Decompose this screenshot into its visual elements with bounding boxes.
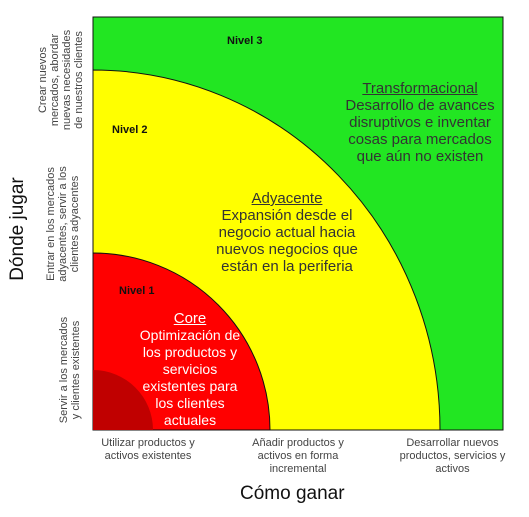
core-desc-line: Optimización de [139,327,241,343]
y-label-line: Servir a los mercados [58,316,70,424]
y-axis-label-top: Crear nuevos mercados, abordar nuevas ne… [37,20,93,140]
x-label-line: Utilizar productos y [101,437,195,449]
y-label-line: mercados, abordar [49,33,61,127]
x-axis-label-middle: Añadir productos y activos en forma incr… [238,437,358,476]
x-axis-title: Cómo ganar [240,483,345,504]
y-label-line: Crear nuevos [37,46,49,114]
x-label-line: Desarrollar nuevos [406,437,499,449]
x-label-line: activos existentes [104,450,192,462]
core-title: Core [173,310,207,327]
level-3-label: Nivel 3 [227,35,263,47]
x-label-line: productos, servicios y [399,450,506,462]
x-label-line: activos [435,463,470,475]
core-block: Core Optimización de los productos y ser… [120,310,260,429]
transformacional-title: Transformacional [362,80,478,97]
transformacional-block: Transformacional Desarrollo de avances d… [340,80,500,165]
adyacente-desc-line: están en la periferia [221,258,353,275]
y-label-line: nuevas necesidades [61,29,73,131]
y-axis-label-bottom: Servir a los mercados y clientes existen… [58,310,86,430]
core-desc-line: actuales [163,412,217,428]
core-desc-line: los productos y [142,344,238,360]
core-desc-line: servicios [162,361,218,377]
transformacional-desc-line: que aún no existen [356,148,484,165]
adyacente-title: Adyacente [251,190,323,207]
level-1-label: Nivel 1 [119,285,155,297]
x-axis-label-right: Desarrollar nuevos productos, servicios … [385,437,520,476]
core-desc-line: existentes para [142,378,238,394]
y-label-line: adyacentes, servir a los [57,166,69,282]
transformacional-desc-line: Desarrollo de avances [345,97,495,114]
adyacente-desc-line: Expansión desde el [221,207,353,224]
y-label-line: clientes adyacentes [69,175,81,273]
y-label-line: y clientes existentes [70,320,82,420]
y-axis-title: Dónde jugar [7,177,28,281]
transformacional-desc-line: disruptivos e inventar [349,114,491,131]
x-label-line: Añadir productos y [252,437,344,449]
level-2-label: Nivel 2 [112,124,148,136]
adyacente-desc-line: nuevos negocios que [216,241,358,258]
core-desc-line: los clientes [155,395,225,411]
adyacente-desc-line: negocio actual hacia [218,224,356,241]
x-label-line: incremental [269,463,327,475]
y-axis-label-middle: Entrar en los mercados adyacentes, servi… [45,159,87,289]
y-label-line: de nuestros clientes [73,31,85,129]
y-label-line: Entrar en los mercados [45,167,57,281]
adyacente-block: Adyacente Expansión desde el negocio act… [207,190,367,275]
core-center-zone [93,370,153,430]
x-axis-label-left: Utilizar productos y activos existentes [88,437,208,463]
x-label-line: activos en forma [257,450,339,462]
level-1-zone [92,252,271,431]
transformacional-desc-line: cosas para mercados [348,131,492,148]
